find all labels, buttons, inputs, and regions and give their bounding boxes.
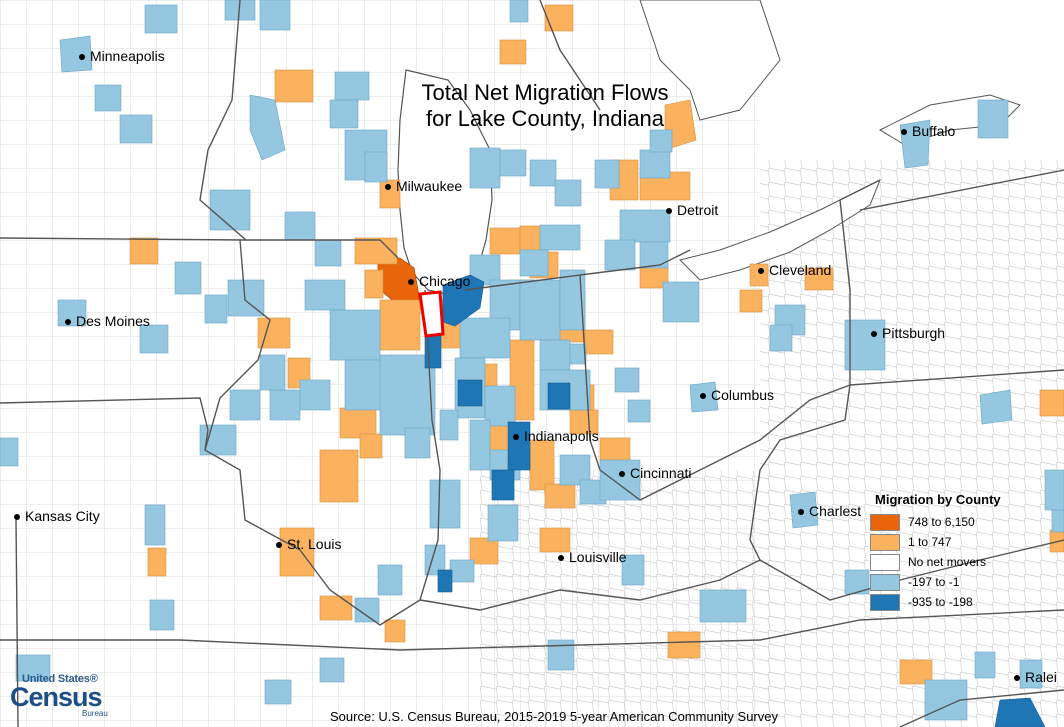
city-dot-icon [871,331,877,338]
lake-erie [679,178,881,281]
city-label-detroit: Detroit [666,202,718,218]
legend-swatch [870,533,900,551]
logo-line2: Census [10,682,103,712]
city-dot-icon [619,471,625,478]
logo-line1: United States® [22,673,98,685]
census-logo: United States® Census Bureau [10,673,120,723]
legend-label: -935 to -198 [908,595,973,609]
legend-swatch [870,573,900,591]
city-dot-icon [700,393,706,400]
city-label-st-louis: St. Louis [276,536,341,552]
map-title: Total Net Migration Flows for Lake Count… [385,80,705,132]
city-dot-icon [79,54,85,61]
legend-item: No net movers [870,552,1030,572]
city-label-louisville: Louisville [558,549,627,565]
city-label-pittsburgh: Pittsburgh [871,325,945,341]
legend-label: -197 to -1 [908,575,960,589]
lake-huron [639,0,781,121]
city-label-buffalo: Buffalo [901,123,955,139]
city-dot-icon [798,509,804,516]
city-dot-icon [758,268,764,275]
city-label-cincinnati: Cincinnati [619,465,691,481]
city-dot-icon [14,514,20,521]
legend-item: 748 to 6,150 [870,512,1030,532]
city-label-kansas-city: Kansas City [14,508,100,524]
map-title-line2: for Lake County, Indiana [425,106,665,131]
legend-item: -935 to -198 [870,592,1030,612]
city-dot-icon [408,279,414,286]
city-label-chicago: Chicago [408,273,470,289]
city-dot-icon [385,184,391,191]
city-label-minneapolis: Minneapolis [79,48,165,64]
legend-title: Migration by County [875,492,1001,507]
map-title-line1: Total Net Migration Flows [421,80,669,105]
legend-label: 1 to 747 [908,535,952,549]
county-grid-east [760,160,1064,727]
city-label-milwaukee: Milwaukee [385,178,462,194]
legend: Migration by County 748 to 6,150 1 to 74… [870,492,1030,612]
legend-swatch [870,513,900,531]
city-dot-icon [666,208,672,215]
legend-item: -197 to -1 [870,572,1030,592]
legend-item: 1 to 747 [870,532,1030,552]
city-label-des-moines: Des Moines [65,313,150,329]
city-dot-icon [558,555,564,562]
city-label-indianapolis: Indianapolis [513,428,599,444]
city-dot-icon [513,434,519,441]
city-dot-icon [901,129,907,136]
lake-county-indiana-outline [418,290,445,338]
city-label-charleston: Charlest [798,503,861,519]
legend-label: No net movers [908,555,987,569]
city-dot-icon [1014,675,1020,682]
counties-high-out [424,274,1046,727]
city-dot-icon [65,319,71,326]
logo-line3: Bureau [82,709,108,718]
city-dot-icon [276,542,282,549]
city-label-cleveland: Cleveland [758,262,831,278]
city-label-columbus: Columbus [700,387,774,403]
city-label-raleigh: Ralei [1014,669,1057,685]
legend-swatch [870,593,900,611]
legend-swatch [870,553,900,571]
source-note: Source: U.S. Census Bureau, 2015-2019 5-… [330,709,778,724]
legend-label: 748 to 6,150 [908,515,975,529]
